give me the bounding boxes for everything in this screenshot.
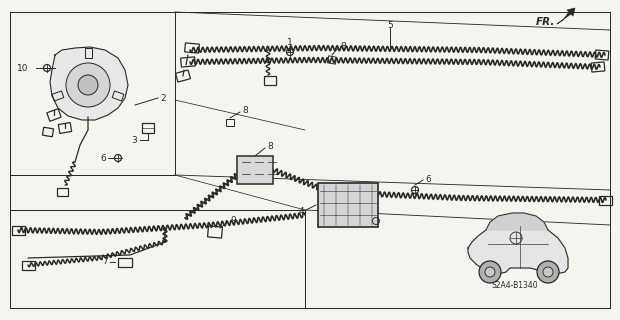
Bar: [22, 260, 35, 269]
Bar: [226, 118, 234, 125]
Text: 7: 7: [102, 258, 108, 267]
Text: 9: 9: [230, 215, 236, 225]
Circle shape: [66, 63, 110, 107]
Polygon shape: [468, 224, 568, 274]
Text: 6: 6: [100, 154, 106, 163]
Text: 4: 4: [298, 206, 304, 215]
Bar: [118, 258, 132, 267]
Text: 3: 3: [131, 135, 137, 145]
Polygon shape: [50, 47, 128, 120]
Circle shape: [485, 267, 495, 277]
Text: 6: 6: [425, 174, 431, 183]
Circle shape: [543, 267, 553, 277]
Bar: [318, 183, 378, 227]
Bar: [12, 226, 25, 235]
Text: 2: 2: [160, 93, 166, 102]
Text: 5: 5: [387, 20, 393, 29]
Text: 8: 8: [267, 141, 273, 150]
Circle shape: [479, 261, 501, 283]
Text: 8: 8: [242, 106, 248, 115]
Circle shape: [537, 261, 559, 283]
Circle shape: [78, 75, 98, 95]
Bar: [142, 123, 154, 133]
Bar: [264, 76, 276, 84]
Bar: [237, 156, 273, 184]
Text: 1: 1: [287, 37, 293, 46]
Bar: [600, 196, 613, 204]
Text: S2A4-B1340: S2A4-B1340: [492, 281, 538, 290]
Polygon shape: [486, 213, 548, 230]
Bar: [56, 188, 68, 196]
Text: FR.: FR.: [536, 17, 555, 27]
Text: 8: 8: [340, 42, 346, 51]
Text: 10: 10: [17, 63, 28, 73]
Polygon shape: [557, 8, 575, 24]
